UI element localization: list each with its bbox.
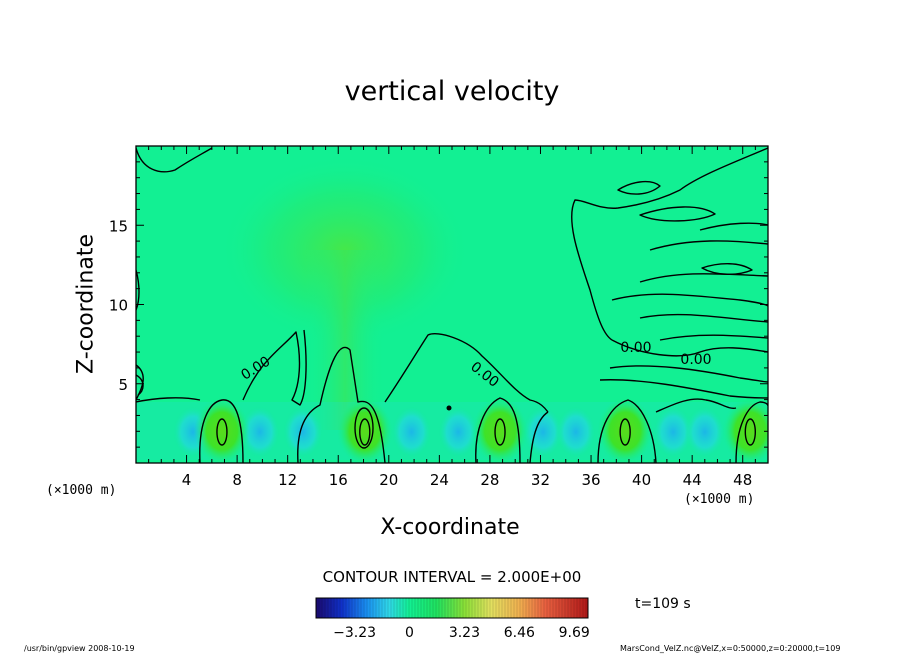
- downdraft-shading-5: [438, 406, 479, 458]
- upper-contour-8: [701, 263, 753, 275]
- colorbar-frame: [315, 597, 589, 619]
- y-tick-label: 5: [118, 376, 128, 394]
- updraft-core-shading-4: [597, 397, 654, 463]
- y-tick-label: 15: [109, 217, 128, 235]
- core-contour-2: [359, 418, 371, 446]
- zero-contour-3: [199, 399, 244, 463]
- downdraft-shading-6: [523, 406, 564, 458]
- contour-interval-label: CONTOUR INTERVAL = 2.000E+00: [322, 568, 582, 586]
- upper-contour-5: [699, 222, 768, 231]
- colorbar-tick-label: 6.46: [504, 625, 535, 641]
- colorbar-tick-label: 3.23: [449, 625, 480, 641]
- colorbar-tick-label: 9.69: [559, 625, 590, 641]
- x-tick-label: 32: [531, 471, 550, 489]
- upper-contour-10: [639, 313, 768, 323]
- x-tick-label: 24: [430, 471, 449, 489]
- x-tick-label: 40: [632, 471, 651, 489]
- core-contour-3: [494, 418, 506, 446]
- x-tick-label: 8: [232, 471, 242, 489]
- footer-data-source: MarsCond_VelZ.nc@VelZ,x=0:50000,z=0:2000…: [620, 644, 841, 653]
- contour-lines: [136, 147, 768, 463]
- zero-contour-10: [655, 398, 737, 413]
- colorbar-tick-label: 0: [405, 625, 414, 641]
- zero-contour-5: [297, 346, 386, 463]
- x-unit-right: (×1000 m): [684, 492, 755, 507]
- time-label: t=109 s: [635, 596, 691, 612]
- x-tick-label: 16: [329, 471, 348, 489]
- upper-contour-11: [659, 334, 768, 341]
- upper-contour-16: [136, 374, 144, 396]
- updraft-core-shading-1: [193, 397, 250, 463]
- contour-label-3: 0.00: [620, 340, 651, 356]
- zero-contour-6: [384, 333, 549, 413]
- downdraft-shading-2: [239, 406, 280, 458]
- shaded-field: [136, 146, 768, 463]
- footer-program-date: /usr/bin/gpview 2008-10-19: [24, 644, 135, 653]
- colorbar: −3.23 0 3.23 6.46 9.69: [315, 597, 590, 641]
- downdraft-shading-4: [391, 406, 432, 458]
- zero-contour-8: [529, 411, 549, 463]
- downdraft-shading-9: [684, 406, 725, 458]
- zero-contour-11: [735, 401, 768, 463]
- downdraft-shading-8: [653, 406, 694, 458]
- upper-contour-3: [617, 180, 661, 195]
- x-tick-label: 28: [480, 471, 499, 489]
- upper-contour-14: [136, 147, 213, 173]
- downdraft-shading-3: [282, 406, 323, 458]
- plot-area: 0.00 0.000.000.00: [136, 146, 768, 463]
- x-tick-label: 12: [278, 471, 297, 489]
- updraft-core-shading-2: [336, 397, 393, 463]
- upper-contour-6: [649, 240, 768, 251]
- upper-contour-15: [136, 269, 140, 311]
- zero-contour-2: [136, 397, 201, 403]
- y-tick-label: 10: [109, 297, 128, 315]
- contour-marker: [446, 405, 452, 411]
- x-tick-label: 20: [379, 471, 398, 489]
- zero-contour-7: [475, 397, 521, 463]
- core-contour-center: [354, 407, 374, 449]
- upper-contour-2: [611, 339, 768, 357]
- zero-contour-4: [242, 329, 307, 406]
- upper-contour-9: [611, 293, 768, 307]
- upper-contour-1: [571, 147, 768, 341]
- contour-label-4: 0.00: [680, 352, 711, 368]
- colorbar-fill: [316, 598, 588, 618]
- x-unit-left: (×1000 m): [46, 483, 117, 498]
- downdraft-shading-7: [555, 406, 596, 458]
- x-tick-label: 36: [581, 471, 600, 489]
- x-tick-label: 4: [182, 471, 192, 489]
- upper-contour-7: [639, 273, 768, 283]
- x-axis-label: X-coordinate: [380, 515, 520, 540]
- core-contour-4: [619, 418, 631, 446]
- x-tick-label: 44: [683, 471, 702, 489]
- zero-contour-9: [597, 399, 657, 463]
- chart-title: vertical velocity: [344, 76, 560, 107]
- upper-contour-4: [639, 206, 716, 222]
- x-tick-label: 48: [733, 471, 752, 489]
- upper-contour-12: [609, 365, 768, 383]
- core-contour-1: [216, 418, 228, 446]
- upper-contour-13: [599, 379, 768, 399]
- colorbar-tick-label: −3.23: [333, 625, 376, 641]
- core-contour-5: [744, 418, 757, 446]
